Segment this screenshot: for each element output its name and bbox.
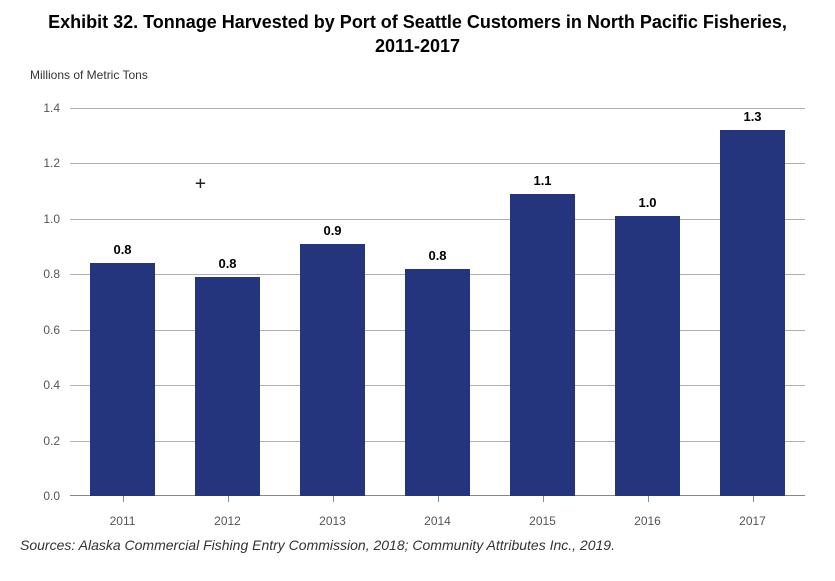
y-tick-label: 1.4 (43, 101, 60, 115)
x-tick (753, 496, 754, 502)
bar (195, 277, 260, 496)
bar-value-label: 0.8 (218, 256, 236, 271)
x-tick (543, 496, 544, 502)
bar-value-label: 0.9 (323, 223, 341, 238)
y-tick-label: 1.2 (43, 156, 60, 170)
x-tick-label: 2017 (739, 514, 766, 528)
chart-title: Exhibit 32. Tonnage Harvested by Port of… (0, 0, 835, 59)
bar-value-label: 1.1 (533, 173, 551, 188)
x-tick-label: 2015 (529, 514, 556, 528)
grid-line (70, 108, 805, 109)
x-tick (648, 496, 649, 502)
x-tick-label: 2013 (319, 514, 346, 528)
bar-value-label: 1.3 (743, 109, 761, 124)
x-tick (438, 496, 439, 502)
x-tick-label: 2012 (214, 514, 241, 528)
x-tick-label: 2014 (424, 514, 451, 528)
y-tick-label: 0.6 (43, 323, 60, 337)
bar-value-label: 1.0 (638, 195, 656, 210)
bar (405, 269, 470, 496)
bar (300, 244, 365, 496)
bar (615, 216, 680, 496)
bar (720, 130, 785, 496)
y-tick-label: 0.0 (43, 489, 60, 503)
y-axis-subtitle: Millions of Metric Tons (30, 68, 148, 82)
grid-line (70, 219, 805, 220)
bar-value-label: 0.8 (428, 248, 446, 263)
plot-area: 0.00.20.40.60.81.01.21.40.820110.820120.… (70, 108, 805, 496)
chart-container: Exhibit 32. Tonnage Harvested by Port of… (0, 0, 835, 581)
y-tick-label: 0.2 (43, 434, 60, 448)
x-tick (228, 496, 229, 502)
y-tick-label: 0.4 (43, 378, 60, 392)
bar (90, 263, 155, 496)
grid-line (70, 163, 805, 164)
y-tick-label: 1.0 (43, 212, 60, 226)
bar-value-label: 0.8 (113, 242, 131, 257)
y-tick-label: 0.8 (43, 267, 60, 281)
bar (510, 194, 575, 496)
source-text: Sources: Alaska Commercial Fishing Entry… (20, 536, 810, 555)
x-tick (123, 496, 124, 502)
x-tick-label: 2011 (110, 514, 136, 528)
x-tick-label: 2016 (634, 514, 661, 528)
x-tick (333, 496, 334, 502)
